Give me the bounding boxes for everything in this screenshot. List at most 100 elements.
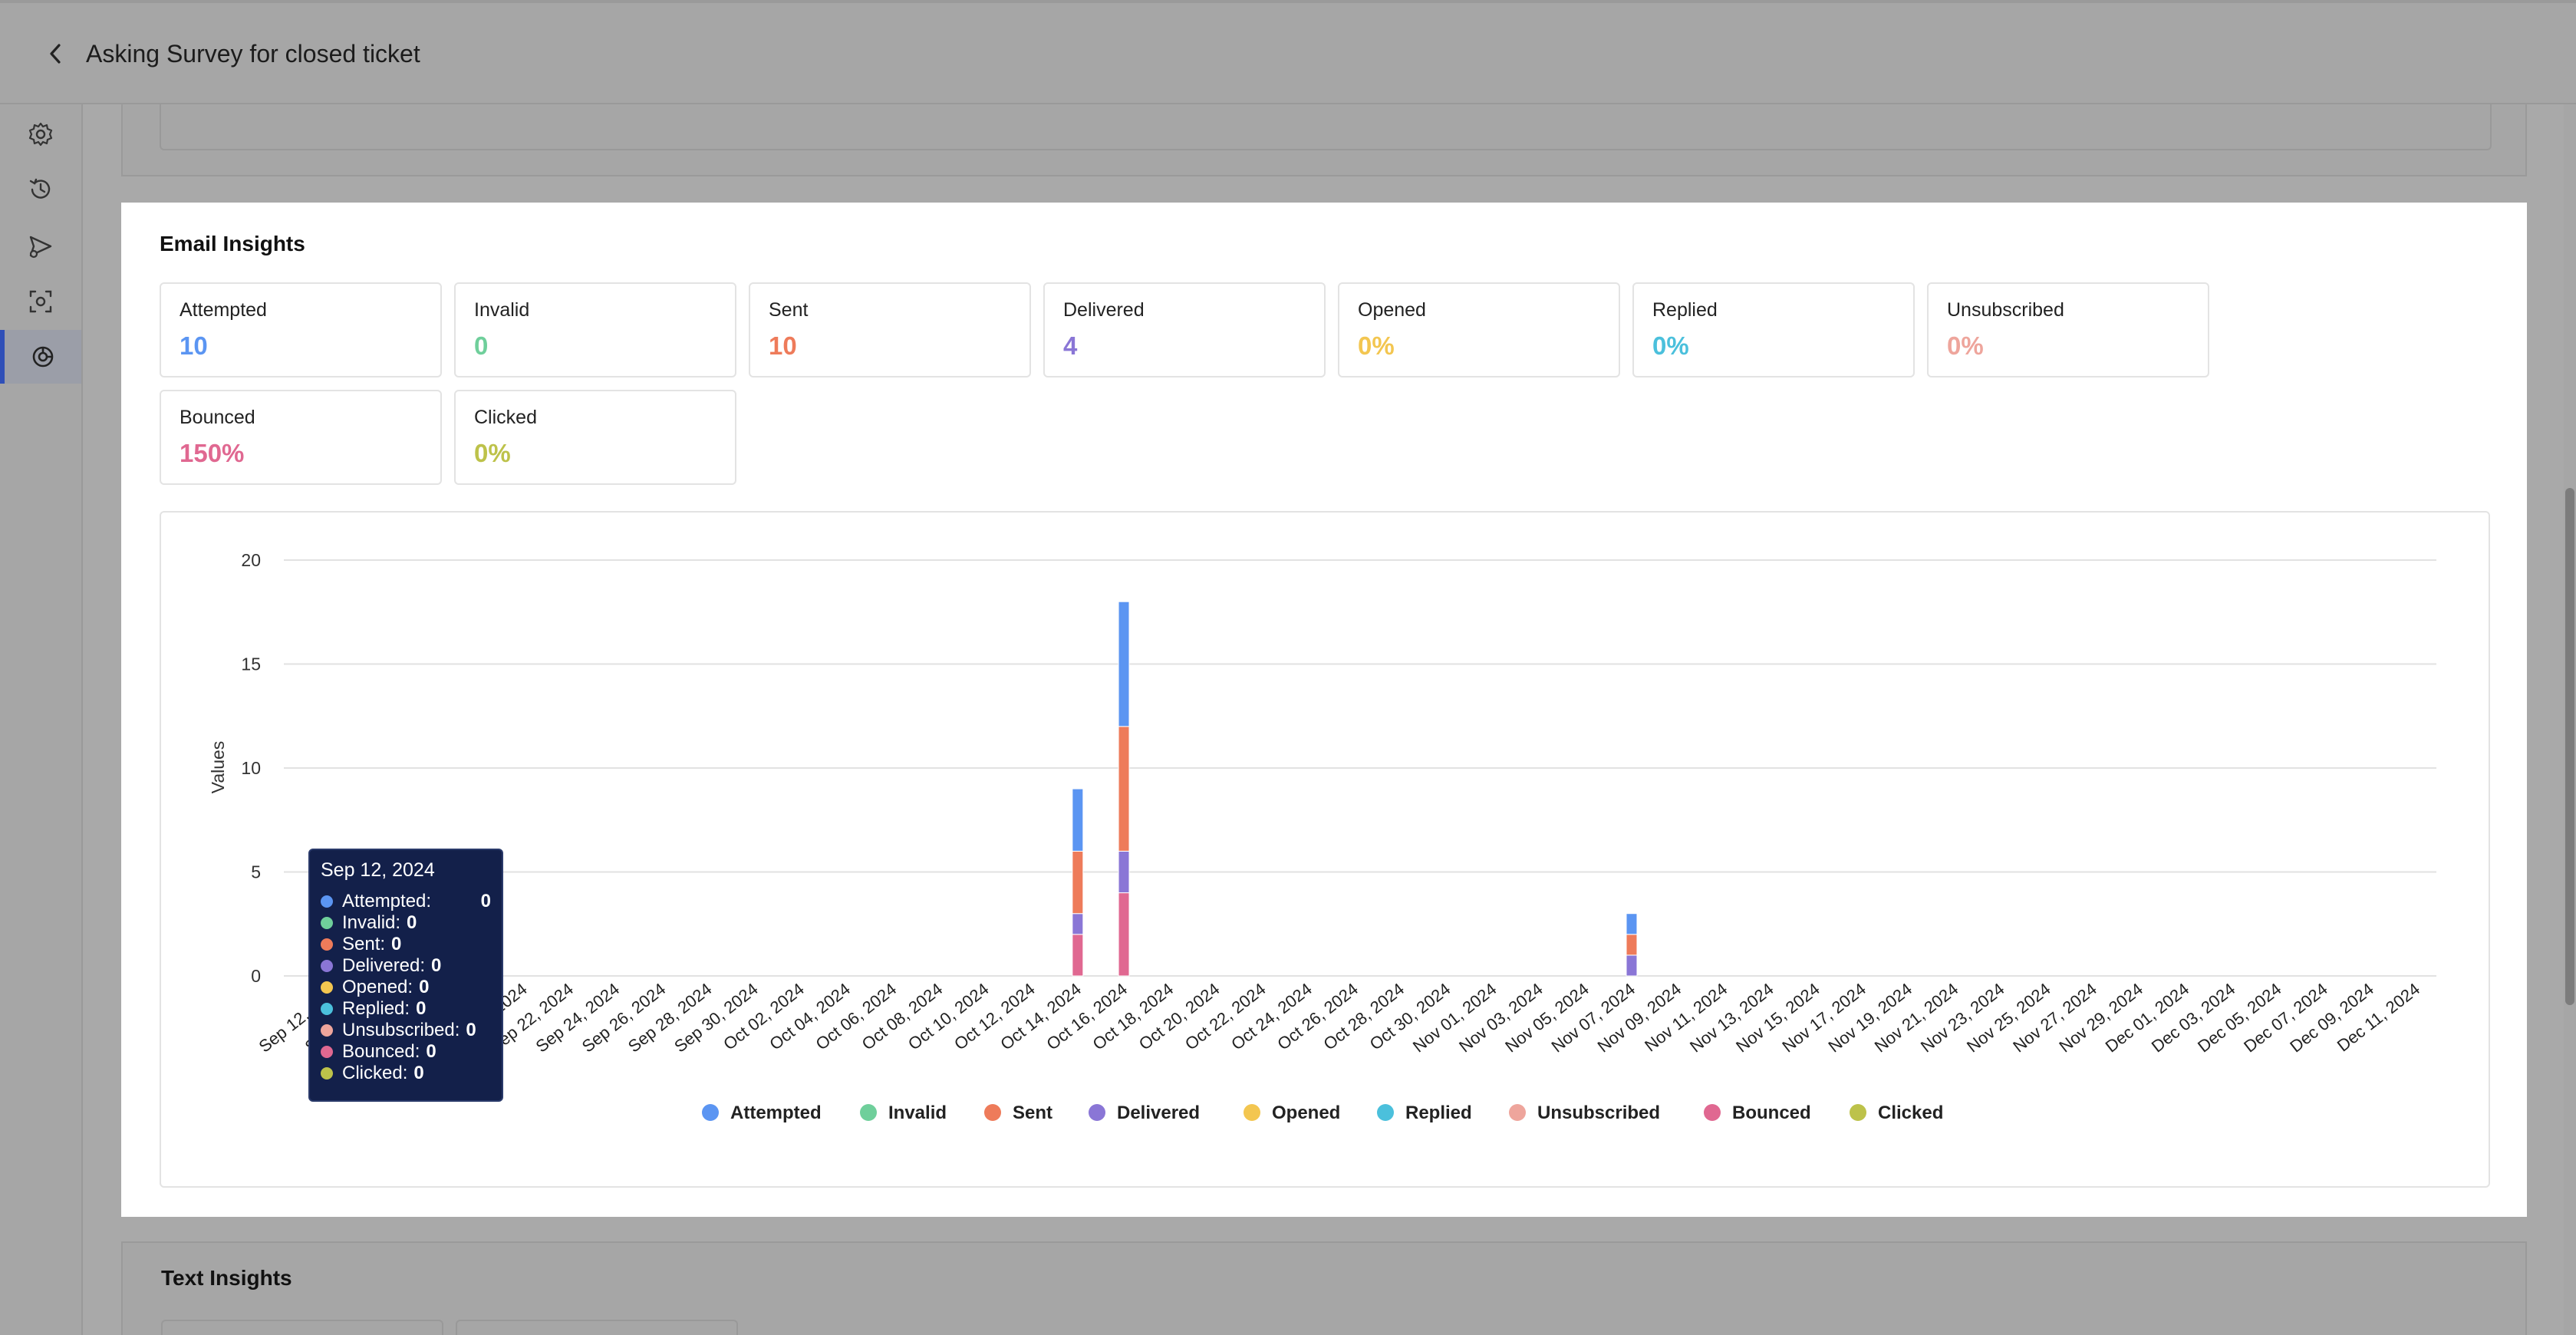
bar-segment-delivered[interactable] [1118, 850, 1130, 894]
stat-value: 0% [1358, 331, 1395, 360]
legend-label[interactable]: Bounced [1732, 1103, 1811, 1123]
legend-dot [1089, 1104, 1105, 1121]
sidebar-item-history[interactable] [0, 163, 81, 216]
tooltip-label: Delivered: [342, 955, 426, 976]
legend-dot [702, 1104, 719, 1121]
tooltip-value: 0 [431, 955, 442, 976]
tooltip-dot [321, 1024, 333, 1037]
tooltip-row: Invalid: 0 [321, 912, 491, 934]
tooltip-value: 0 [391, 934, 402, 954]
email-insights-title: Email Insights [160, 232, 305, 255]
legend-label[interactable]: Unsubscribed [1537, 1103, 1660, 1123]
stat-label: Replied [1652, 299, 1718, 321]
tooltip-label: Unsubscribed: [342, 1020, 460, 1040]
stat-value: 10 [180, 331, 208, 360]
bar-segment-delivered[interactable] [1626, 954, 1638, 977]
tooltip-value: 0 [407, 912, 417, 933]
tooltip-label: Sent: [342, 934, 386, 954]
stat-label: Sent [769, 299, 809, 321]
legend-label[interactable]: Delivered [1117, 1103, 1200, 1123]
bar-segment-sent[interactable] [1626, 934, 1638, 956]
text-insights-title: Text Insights [161, 1266, 292, 1290]
top-bar: Asking Survey for closed ticket [0, 0, 2576, 104]
send-icon [29, 236, 52, 259]
chevron-left-icon [50, 44, 61, 64]
bar-segment-bounced[interactable] [1072, 934, 1084, 977]
legend-label[interactable]: Replied [1405, 1103, 1472, 1123]
tooltip-row: Delivered: 0 [321, 955, 491, 977]
y-axis-title: Values [208, 741, 228, 794]
tooltip-label: Replied: [342, 998, 410, 1019]
sidebar-item-insights[interactable] [0, 330, 81, 384]
tooltip-dot [321, 917, 333, 929]
page-scrollbar[interactable] [2564, 104, 2576, 1335]
sidebar-item-scan[interactable] [0, 275, 81, 328]
previous-section-panel [160, 104, 2492, 150]
bar-segment-sent[interactable] [1118, 726, 1130, 852]
legend-dot [1704, 1104, 1721, 1121]
tooltip-value: 0 [416, 998, 427, 1019]
tooltip-label: Bounced: [342, 1041, 420, 1062]
y-tick-label: 10 [241, 758, 261, 778]
tooltip-value: 0 [480, 891, 491, 911]
tooltip-title: Sep 12, 2024 [321, 859, 435, 881]
stat-label: Bounced [180, 407, 255, 428]
tooltip-row: Clicked: 0 [321, 1063, 491, 1084]
text-stat-card [161, 1320, 443, 1335]
bar-segment-sent[interactable] [1072, 850, 1084, 915]
legend-dot [984, 1104, 1001, 1121]
tooltip-value: 0 [419, 977, 430, 997]
bar-segment-bounced[interactable] [1118, 892, 1130, 977]
bar-segment-attempted[interactable] [1626, 913, 1638, 935]
legend-label[interactable]: Attempted [730, 1103, 822, 1123]
bar-segment-attempted[interactable] [1072, 788, 1084, 852]
chart-tooltip: Sep 12, 2024 Attempted: 0 Invalid: 0 Sent: 0 D… [308, 849, 503, 1102]
text-insights-card: Text Insights [121, 1241, 2527, 1335]
stat-label: Clicked [474, 407, 537, 428]
legend-dot [860, 1104, 877, 1121]
legend-label[interactable]: Sent [1013, 1103, 1052, 1123]
bar-segment-attempted[interactable] [1118, 601, 1130, 727]
sidebar [0, 104, 83, 1335]
legend-label[interactable]: Opened [1272, 1103, 1340, 1123]
legend-dot [1244, 1104, 1260, 1121]
previous-section-card [121, 104, 2527, 176]
legend-dot [1509, 1104, 1526, 1121]
legend-label[interactable]: Clicked [1878, 1103, 1943, 1123]
tooltip-dot [321, 981, 333, 994]
stat-replied: Replied 0% [1632, 282, 1915, 377]
stat-label: Invalid [474, 299, 530, 321]
stat-value: 0% [474, 439, 511, 467]
tooltip-value: 0 [413, 1063, 424, 1083]
tooltip-value: 0 [466, 1020, 476, 1040]
tooltip-dot [321, 1046, 333, 1058]
insights-icon [32, 346, 54, 368]
stat-value: 0 [474, 331, 489, 360]
stat-label: Attempted [180, 299, 267, 321]
y-tick-label: 0 [251, 966, 261, 986]
stat-label: Unsubscribed [1947, 299, 2064, 321]
tooltip-row: Sent: 0 [321, 934, 491, 955]
tooltip-row: Unsubscribed: 0 [321, 1020, 491, 1041]
tooltip-row: Bounced: 0 [321, 1041, 491, 1063]
tooltip-row: Replied: 0 [321, 998, 491, 1020]
stat-delivered: Delivered 4 [1043, 282, 1326, 377]
legend-label[interactable]: Invalid [888, 1103, 947, 1123]
legend-dot [1377, 1104, 1394, 1121]
back-button[interactable] [40, 37, 71, 71]
stat-value: 4 [1063, 331, 1078, 360]
sidebar-item-send[interactable] [0, 219, 81, 273]
email-insights-card: Email Insights Attempted 10 Invalid 0 Se… [121, 203, 2527, 1217]
page-title: Asking Survey for closed ticket [86, 40, 420, 68]
stat-opened: Opened 0% [1338, 282, 1620, 377]
stat-sent: Sent 10 [749, 282, 1031, 377]
stat-value: 0% [1947, 331, 1984, 360]
tooltip-label: Clicked: [342, 1063, 408, 1083]
bar-segment-delivered[interactable] [1072, 913, 1084, 935]
tooltip-label: Invalid: [342, 912, 401, 933]
scrollbar-thumb[interactable] [2565, 488, 2574, 1005]
y-tick-label: 15 [241, 654, 261, 674]
sidebar-item-settings[interactable] [0, 107, 81, 161]
stat-value: 10 [769, 331, 797, 360]
